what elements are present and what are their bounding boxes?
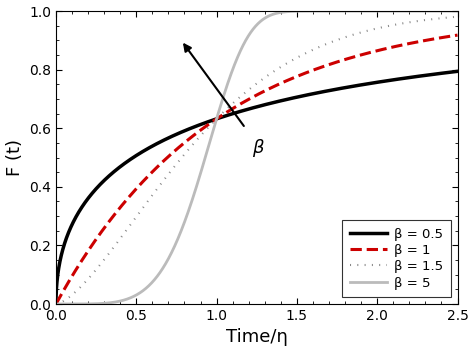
β = 1 xyxy=(447,34,453,38)
β = 0.5 xyxy=(225,113,230,118)
β = 0.5 xyxy=(207,119,213,123)
β = 0.5 xyxy=(99,181,105,185)
β = 1 xyxy=(455,33,460,37)
β = 1.5 xyxy=(53,302,59,306)
Line: β = 0.5: β = 0.5 xyxy=(56,71,457,297)
β = 5 xyxy=(404,9,410,13)
β = 0.5 xyxy=(53,295,59,300)
β = 0.5 xyxy=(403,76,409,80)
β = 0.5 xyxy=(123,161,128,165)
β = 5 xyxy=(207,139,213,143)
β = 1 xyxy=(207,121,213,125)
β = 1.5 xyxy=(447,15,453,19)
β = 5 xyxy=(385,9,391,13)
β = 1.5 xyxy=(207,124,213,128)
β = 1.5 xyxy=(99,260,105,265)
β = 5 xyxy=(99,301,105,306)
β = 5 xyxy=(53,302,59,306)
β = 0.5 xyxy=(447,70,453,74)
β = 5 xyxy=(455,9,460,13)
β = 5 xyxy=(447,9,453,13)
β = 1.5 xyxy=(455,14,460,19)
β = 1 xyxy=(123,199,128,203)
X-axis label: Time/η: Time/η xyxy=(226,328,288,346)
Text: $\beta$: $\beta$ xyxy=(252,137,265,159)
Y-axis label: F (t): F (t) xyxy=(6,139,24,176)
β = 1 xyxy=(225,110,230,114)
β = 1.5 xyxy=(123,229,128,233)
β = 1 xyxy=(99,229,105,233)
Line: β = 1: β = 1 xyxy=(56,35,457,304)
β = 5 xyxy=(225,82,230,87)
β = 1.5 xyxy=(225,106,230,111)
Line: β = 1.5: β = 1.5 xyxy=(56,17,457,304)
β = 1 xyxy=(53,302,59,306)
Line: β = 5: β = 5 xyxy=(56,11,457,304)
β = 5 xyxy=(123,297,128,302)
β = 1 xyxy=(403,42,409,46)
β = 1.5 xyxy=(403,21,409,25)
β = 0.5 xyxy=(455,69,460,74)
Legend: β = 0.5, β = 1, β = 1.5, β = 5: β = 0.5, β = 1, β = 1.5, β = 5 xyxy=(342,220,451,297)
